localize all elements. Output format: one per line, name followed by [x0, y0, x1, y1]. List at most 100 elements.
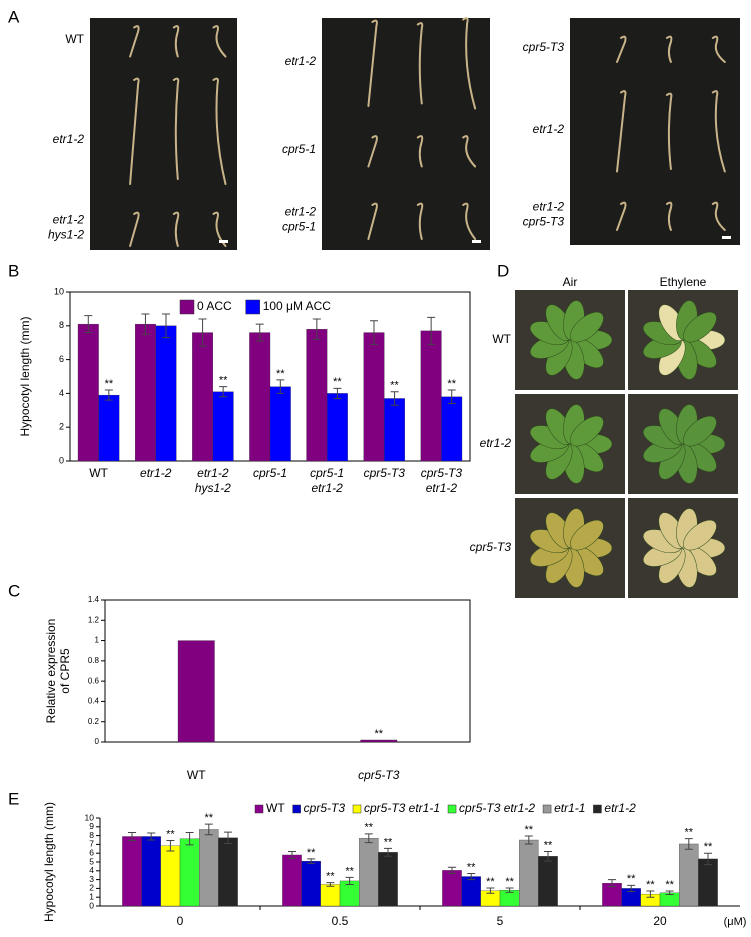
seedling: [129, 77, 140, 185]
seedling: [172, 25, 180, 58]
seedling: [462, 17, 477, 110]
seedling: [212, 211, 227, 247]
significance-mark: **: [166, 828, 175, 840]
y-axis-label: Hypocotyl length (mm): [18, 316, 32, 436]
error-bar: [333, 387, 342, 399]
x-tick-label: cpr5-1: [310, 466, 344, 480]
error-bar: [384, 847, 392, 857]
significance-mark: **: [646, 879, 655, 891]
bar: [155, 325, 177, 462]
bar: [122, 836, 142, 907]
legend-label: etr1-1: [554, 801, 585, 815]
bar: [320, 884, 341, 907]
seedling: [367, 202, 378, 240]
seedling: [665, 201, 673, 231]
x-tick-label: 5: [497, 914, 504, 928]
bar: [363, 332, 385, 462]
error-bar: [544, 850, 552, 862]
y-tick-label: 0: [89, 900, 94, 910]
bar: [384, 398, 406, 462]
y-tick-label: 10: [85, 812, 95, 822]
error-bar: [390, 391, 399, 406]
error-bar: [627, 884, 636, 892]
seedling: [172, 77, 180, 180]
y-tick-label: 7: [89, 839, 94, 849]
row-label: etr1-2: [285, 54, 317, 68]
error-bar: [467, 872, 476, 881]
seedling: [129, 211, 140, 247]
photo: [570, 18, 740, 245]
leaf: [569, 415, 604, 447]
legend-swatch: [245, 299, 260, 315]
error-bar: [326, 882, 335, 887]
row-label: hys1-2: [48, 228, 84, 242]
y-axis-label: of CPR5: [58, 648, 72, 694]
seedling: [172, 211, 180, 247]
bar: [538, 856, 558, 907]
bar: [420, 330, 442, 462]
seedling: [462, 202, 477, 240]
error-bar: [345, 876, 354, 885]
significance-mark: **: [219, 375, 228, 387]
significance-mark: **: [105, 378, 114, 390]
row-label: cpr5-T3: [523, 40, 565, 54]
y-tick-label: 2: [59, 422, 64, 432]
x-tick-label: cpr5-T3: [364, 466, 406, 480]
y-axis-label: Hypocotyl length (mm): [42, 802, 56, 922]
legend-label: cpr5-T3 etr1-1: [364, 801, 440, 815]
bar: [441, 396, 463, 462]
significance-mark: **: [384, 836, 393, 848]
significance-mark: **: [307, 847, 316, 859]
error-bar: [608, 879, 616, 888]
significance-mark: **: [544, 839, 553, 851]
seedling: [616, 201, 627, 231]
error-bar: [288, 850, 296, 859]
column-header: Ethylene: [660, 275, 707, 289]
y-tick-label: 0.8: [88, 656, 100, 665]
panel-letter: C: [8, 581, 20, 600]
significance-mark: **: [627, 873, 636, 885]
y-tick-label: 5: [89, 856, 94, 866]
significance-mark: **: [505, 876, 514, 888]
error-bar: [276, 379, 285, 394]
seedling: [711, 201, 726, 231]
scale-bar: [722, 236, 731, 239]
x-tick-label: etr1-2: [140, 466, 172, 480]
significance-mark: **: [447, 378, 456, 390]
row-label: etr1-2: [480, 436, 512, 450]
y-axis-label: Relative expression: [44, 619, 58, 724]
error-bar: [141, 313, 150, 335]
x-tick-label: WT: [187, 768, 206, 782]
leaf: [682, 519, 717, 551]
error-bar: [224, 831, 232, 845]
significance-mark: **: [205, 812, 214, 824]
bar: [77, 323, 99, 462]
error-bar: [162, 313, 170, 339]
significance-mark: **: [665, 879, 674, 891]
legend-label: 0 ACC: [197, 299, 232, 313]
error-bar: [370, 320, 378, 345]
y-tick-label: 6: [89, 847, 94, 857]
x-tick-label: 0.5: [332, 914, 349, 928]
y-tick-label: 6: [59, 354, 64, 364]
y-tick-label: 2: [89, 883, 94, 893]
bar: [679, 843, 699, 907]
leaf: [682, 415, 717, 447]
legend-label: cpr5-T3: [304, 801, 346, 815]
seedling: [367, 19, 378, 107]
significance-mark: **: [685, 827, 694, 839]
error-bar: [312, 318, 321, 340]
error-bar: [364, 833, 373, 844]
bar: [378, 852, 398, 907]
row-label: cpr5-1: [282, 142, 316, 156]
x-tick-label: etr1-2: [311, 481, 343, 495]
panel-letter: A: [8, 7, 20, 26]
error-bar: [665, 890, 674, 896]
error-bar: [84, 315, 93, 334]
seedling: [711, 90, 726, 173]
bar: [179, 838, 200, 907]
error-bar: [198, 318, 207, 347]
error-bar: [427, 316, 436, 345]
legend-label: 100 μM ACC: [263, 299, 332, 313]
error-bar: [704, 852, 712, 866]
